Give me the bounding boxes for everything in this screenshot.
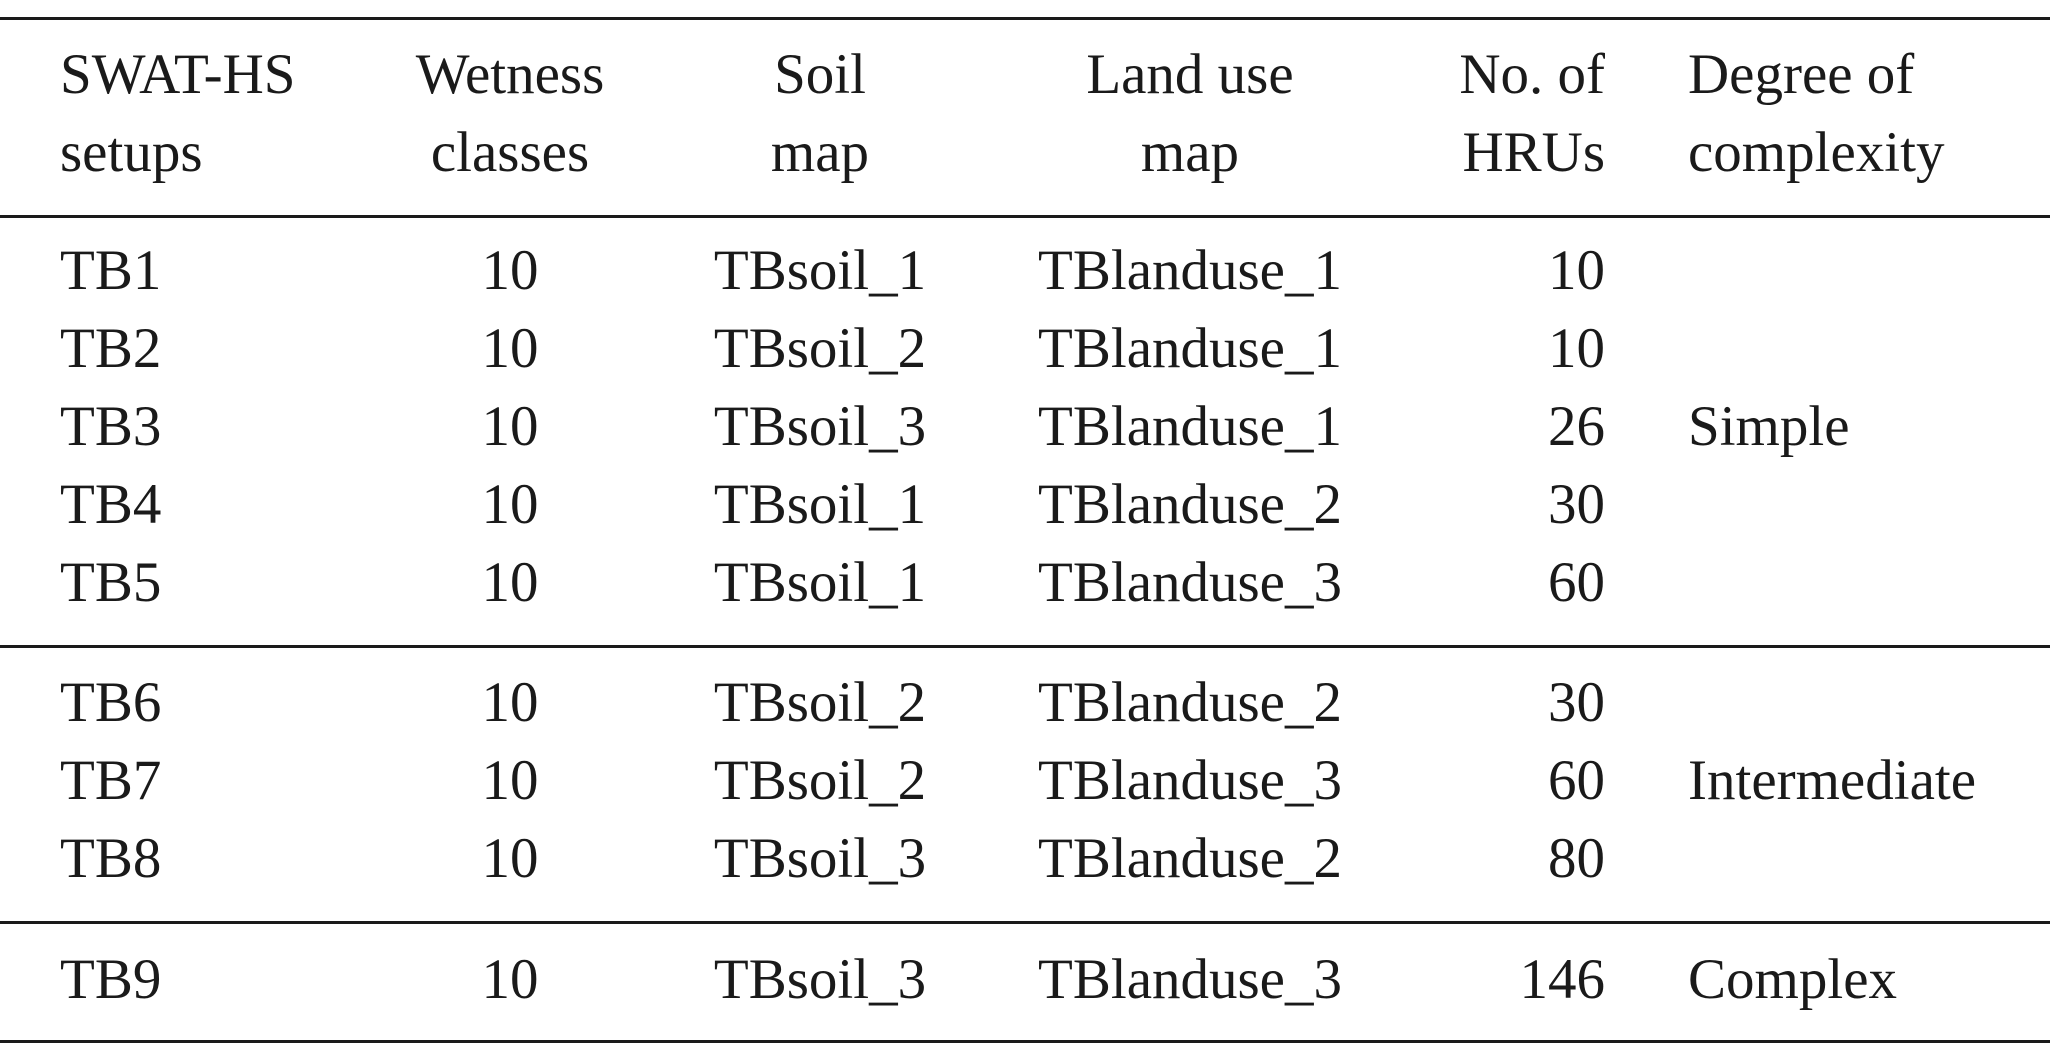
- header-landuse-line1: Land use: [1086, 43, 1294, 106]
- header-degree-line1: Degree of: [1688, 43, 1915, 106]
- cell-soil-map: TBsoil_3: [713, 827, 927, 890]
- cell-soil-map: TBsoil_2: [713, 671, 927, 734]
- cell-setup: TB1: [60, 239, 162, 302]
- header-wetness-line1: Wetness: [415, 43, 605, 106]
- header-soil-line2: map: [770, 121, 870, 184]
- group-rule: [0, 921, 2050, 924]
- cell-soil-map: TBsoil_1: [713, 551, 927, 614]
- cell-hrus: 146: [1519, 948, 1606, 1011]
- cell-land-use-map: TBlanduse_2: [1038, 671, 1342, 734]
- cell-complexity-intermediate: Intermediate: [1688, 749, 1977, 812]
- cell-soil-map: TBsoil_3: [713, 395, 927, 458]
- cell-wetness: 10: [481, 948, 539, 1011]
- header-landuse-line2: map: [1140, 121, 1240, 184]
- cell-setup: TB6: [60, 671, 162, 734]
- header-setups-line1: SWAT-HS: [60, 43, 296, 106]
- header-land-use-map: Land use map: [990, 36, 1390, 192]
- cell-wetness: 10: [481, 827, 539, 890]
- cell-wetness: 10: [481, 239, 539, 302]
- cell-wetness: 10: [481, 395, 539, 458]
- header-soil-map: Soil map: [690, 36, 950, 192]
- cell-hrus: 10: [1548, 239, 1605, 302]
- cell-hrus: 80: [1548, 827, 1605, 890]
- cell-wetness: 10: [481, 551, 539, 614]
- cell-soil-map: TBsoil_2: [713, 317, 927, 380]
- cell-land-use-map: TBlanduse_3: [1038, 948, 1342, 1011]
- cell-soil-map: TBsoil_3: [713, 948, 927, 1011]
- cell-setup: TB9: [60, 948, 162, 1011]
- header-wetness-classes: Wetness classes: [380, 36, 640, 192]
- cell-hrus: 60: [1548, 749, 1605, 812]
- cell-land-use-map: TBlanduse_1: [1038, 395, 1342, 458]
- cell-setup: TB4: [60, 473, 162, 536]
- cell-soil-map: TBsoil_1: [713, 473, 927, 536]
- cell-land-use-map: TBlanduse_2: [1038, 473, 1342, 536]
- cell-setup: TB7: [60, 749, 162, 812]
- cell-hrus: 30: [1548, 473, 1605, 536]
- cell-complexity-simple: Simple: [1688, 395, 1850, 458]
- top-rule: [0, 17, 2050, 20]
- cell-hrus: 26: [1548, 395, 1605, 458]
- cell-wetness: 10: [481, 317, 539, 380]
- header-degree-line2: complexity: [1688, 121, 1945, 184]
- header-degree-of-complexity: Degree of complexity: [1688, 36, 2058, 192]
- cell-setup: TB3: [60, 395, 162, 458]
- cell-wetness: 10: [481, 671, 539, 734]
- cell-land-use-map: TBlanduse_3: [1038, 749, 1342, 812]
- cell-land-use-map: TBlanduse_1: [1038, 317, 1342, 380]
- cell-land-use-map: TBlanduse_1: [1038, 239, 1342, 302]
- bottom-rule: [0, 1040, 2050, 1043]
- cell-setup: TB5: [60, 551, 162, 614]
- header-no-of-hrus: No. of HRUs: [1400, 36, 1605, 192]
- header-wetness-line2: classes: [430, 121, 590, 184]
- cell-wetness: 10: [481, 473, 539, 536]
- cell-complexity-complex: Complex: [1688, 948, 1897, 1011]
- cell-setup: TB8: [60, 827, 162, 890]
- header-setups: SWAT-HS setups: [60, 36, 360, 192]
- header-rule: [0, 215, 2050, 218]
- cell-hrus: 30: [1548, 671, 1605, 734]
- cell-setup: TB2: [60, 317, 162, 380]
- cell-wetness: 10: [481, 749, 539, 812]
- cell-hrus: 60: [1548, 551, 1605, 614]
- cell-land-use-map: TBlanduse_3: [1038, 551, 1342, 614]
- header-hrus-line2: HRUs: [1462, 121, 1605, 184]
- cell-hrus: 10: [1548, 317, 1605, 380]
- group-rule: [0, 645, 2050, 648]
- cell-land-use-map: TBlanduse_2: [1038, 827, 1342, 890]
- cell-soil-map: TBsoil_2: [713, 749, 927, 812]
- cell-soil-map: TBsoil_1: [713, 239, 927, 302]
- header-soil-line1: Soil: [774, 43, 866, 106]
- header-hrus-line1: No. of: [1459, 43, 1605, 106]
- header-setups-line2: setups: [60, 121, 203, 184]
